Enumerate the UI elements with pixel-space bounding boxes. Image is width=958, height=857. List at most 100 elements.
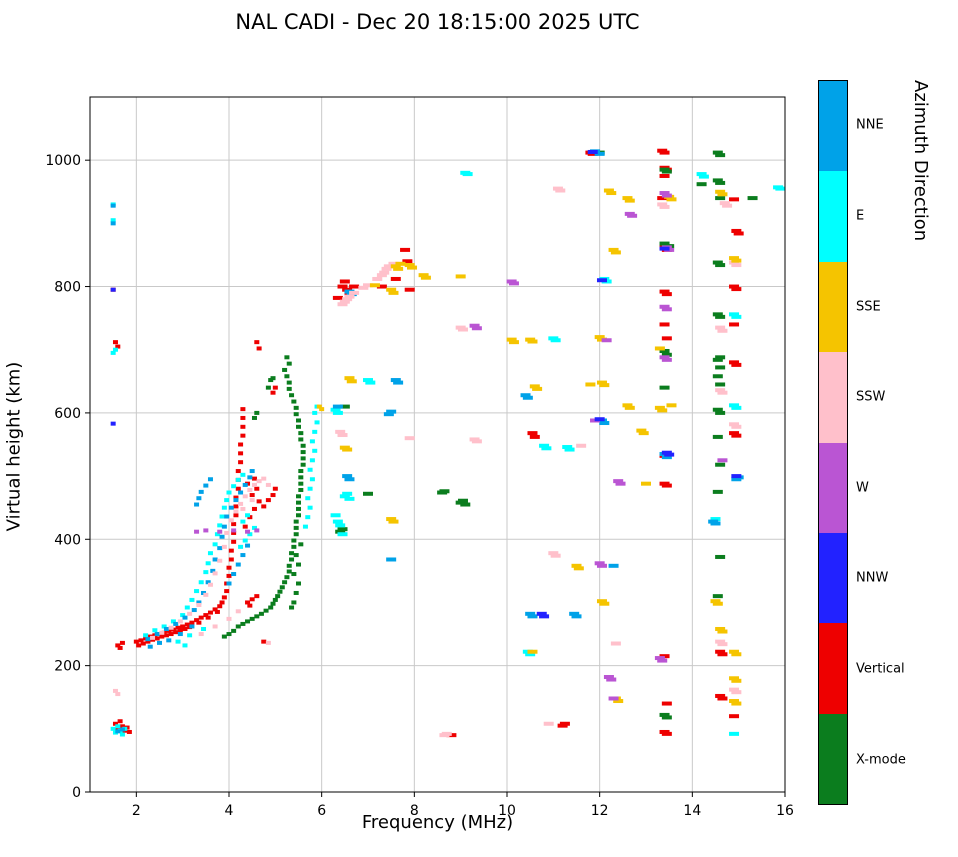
data-point-SSE [316,404,322,409]
data-point-NNE [205,580,211,585]
data-point-Vertical [235,486,241,491]
data-point-Vertical [657,196,668,201]
data-point-SSW [342,297,353,302]
data-point-W [659,191,670,196]
x-tick-label: 16 [776,803,794,819]
data-point-E [187,633,193,638]
data-point-Vertical [117,645,123,650]
data-point-X-mode [715,410,726,415]
data-point-SSE [506,337,517,342]
data-point-SSE [573,566,584,571]
data-point-NNE [219,534,225,539]
data-point-Vertical [214,609,220,614]
data-point-Vertical [217,604,223,609]
data-point-NNE [231,572,237,577]
data-point-Vertical [249,597,255,602]
data-point-E [775,186,786,191]
data-point-X-mode [275,594,281,599]
data-point-X-mode [659,385,670,390]
data-point-Vertical [240,415,246,420]
colorbar-segment-NNE [819,81,847,172]
data-point-NNW [587,149,598,154]
data-point-X-mode [286,380,292,385]
data-point-W [606,677,617,682]
data-point-X-mode [221,634,227,639]
data-point-E [217,523,223,528]
data-point-SSW [221,544,227,549]
data-point-SSW [207,582,213,587]
data-point-NNE [145,637,151,642]
data-point-SSE [729,256,740,261]
colorbar-segment-E [819,171,847,262]
data-point-X-mode [282,580,288,585]
data-point-SSW [256,479,262,484]
data-point-E [539,443,550,448]
data-point-Vertical [254,340,260,345]
data-point-E [207,551,213,556]
y-tick-label: 800 [54,280,81,296]
data-point-X-mode [296,506,301,511]
data-point-E [112,347,118,352]
data-point-Vertical [136,643,142,648]
data-point-Vertical [180,624,186,629]
data-point-NNE [119,727,125,732]
data-point-SSW [379,270,390,275]
data-point-E [152,628,158,633]
data-point-E [247,532,253,537]
data-point-SSW [717,390,728,395]
data-point-E [212,542,218,547]
data-point-X-mode [300,462,306,467]
data-point-X-mode [235,624,241,629]
data-point-Vertical [729,322,740,327]
data-point-Vertical [559,721,570,726]
data-point-W [217,529,223,534]
data-point-X-mode [286,569,292,574]
data-point-SSE [508,340,519,345]
data-point-E [242,538,248,543]
data-point-Vertical [661,483,672,488]
data-point-NNE [194,502,200,507]
data-point-E [562,445,573,450]
data-point-Vertical [715,693,726,698]
data-point-SSE [585,382,596,387]
data-point-SSW [358,285,369,290]
data-point-NNE [571,614,582,619]
data-point-W [469,323,480,328]
data-point-X-mode [293,412,299,417]
data-point-W [603,675,614,680]
data-point-E [339,494,350,499]
data-point-SSE [393,266,404,271]
data-point-E [731,405,742,410]
data-point-Vertical [228,548,234,553]
data-point-Vertical [659,322,670,327]
data-point-SSW [659,204,670,209]
data-point-NNE [189,624,195,629]
data-point-SSE [596,599,607,604]
data-point-SSW [731,263,742,268]
data-point-W [245,529,251,534]
data-point-X-mode [277,589,283,594]
data-point-SSW [150,635,156,640]
data-point-SSE [712,601,723,606]
data-point-E [189,597,195,602]
data-point-Vertical [404,287,415,292]
data-point-NNE [196,600,202,605]
data-point-NNE [527,614,538,619]
data-point-Vertical [256,499,262,504]
data-point-SSW [226,616,232,621]
data-point-W [594,561,605,566]
data-point-X-mode [337,527,348,532]
data-point-X-mode [659,712,670,717]
data-point-E [205,561,211,566]
data-point-NNE [569,611,580,616]
data-point-Vertical [254,486,260,491]
data-point-SSW [339,299,350,304]
data-point-NNE [157,640,162,645]
data-point-Vertical [224,589,230,594]
data-point-NNE [226,581,232,586]
data-point-Vertical [238,442,244,447]
data-point-E [182,643,188,648]
data-point-NNE [599,421,610,426]
data-point-NNE [245,543,251,548]
data-point-Vertical [729,284,740,289]
